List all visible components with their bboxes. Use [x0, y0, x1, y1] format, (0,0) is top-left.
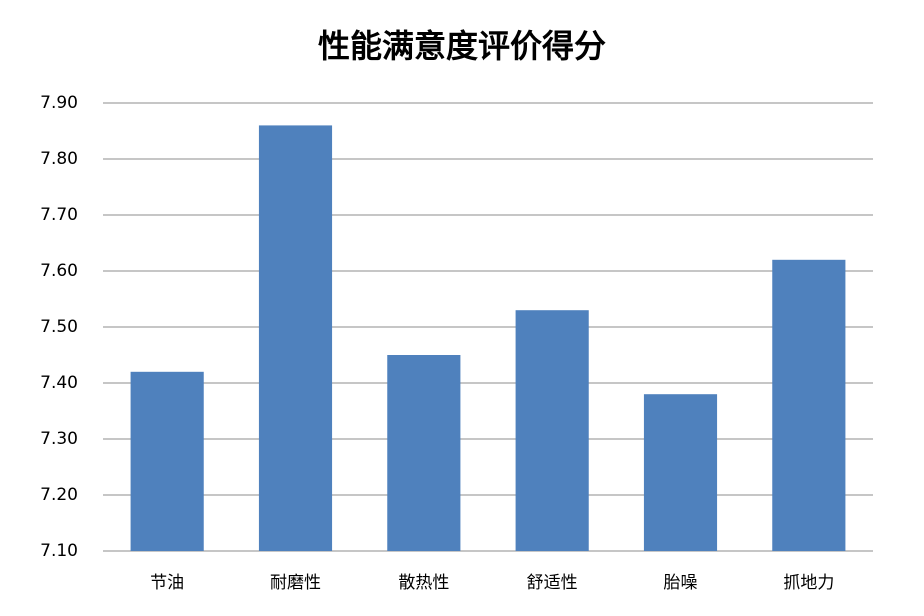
y-tick-label: 7.10	[40, 541, 78, 561]
bar	[515, 310, 589, 551]
x-tick-label: 抓地力	[783, 573, 834, 593]
y-tick-label: 7.50	[40, 317, 78, 337]
y-tick-label: 7.70	[40, 205, 78, 225]
y-tick-label: 7.20	[40, 485, 78, 505]
x-tick-label: 胎噪	[664, 573, 698, 593]
y-tick-label: 7.60	[40, 261, 78, 281]
bar	[772, 259, 846, 551]
y-tick-label: 7.40	[40, 373, 78, 393]
x-tick-label: 节油	[150, 573, 184, 593]
x-tick-label: 耐磨性	[270, 573, 321, 593]
y-tick-label: 7.80	[40, 149, 78, 169]
bar	[387, 355, 461, 551]
bar	[130, 371, 204, 551]
y-tick-label: 7.30	[40, 429, 78, 449]
chart-title: 性能满意度评价得分	[318, 27, 606, 65]
bar	[258, 125, 333, 552]
y-tick-label: 7.90	[40, 93, 78, 113]
bar	[643, 394, 718, 551]
x-tick-label: 散热性	[398, 573, 449, 593]
x-tick-label: 舒适性	[527, 573, 578, 593]
